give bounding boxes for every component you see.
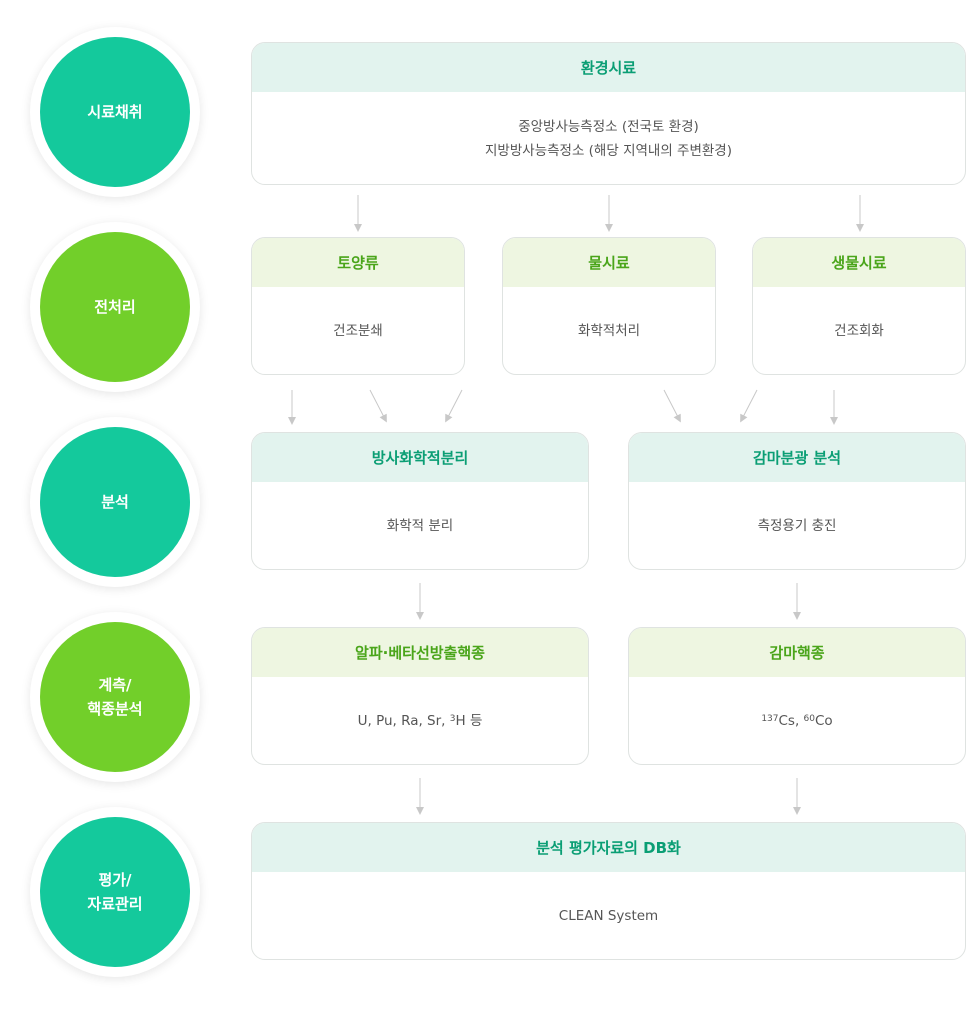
- step-pretreatment: 전처리: [30, 222, 200, 392]
- pretreatment-water-body: 화학적처리: [577, 323, 641, 339]
- step-sampling-label: 시료채취: [40, 37, 190, 187]
- step-sampling: 시료채취: [30, 27, 200, 197]
- analysis-radiochem-box: 방사화학적분리 화학적 분리: [251, 432, 589, 570]
- analysis-gamma-body: 측정용기 충진: [757, 518, 837, 534]
- sampling-line-local: 지방방사능측정소 (해당 지역내의 주변환경): [485, 142, 732, 159]
- arrow-soil-to-radiochem-2: [369, 389, 387, 423]
- analysis-radiochem-body: 화학적 분리: [386, 518, 454, 534]
- measurement-alpha-beta-title: 알파·베타선방출핵종: [252, 628, 588, 677]
- step-evaluation-label: 평가/ 자료관리: [40, 817, 190, 967]
- measurement-alpha-beta-box: 알파·베타선방출핵종 U, Pu, Ra, Sr, 3H 등: [251, 627, 589, 765]
- analysis-gamma-title: 감마분광 분석: [629, 433, 965, 482]
- sampling-title: 환경시료: [252, 43, 965, 92]
- alpha-beta-suffix: H 등: [455, 713, 483, 729]
- arrow-water-to-radiochem: [445, 389, 463, 423]
- pretreatment-water-box: 물시료 화학적처리: [502, 237, 716, 375]
- measurement-alpha-beta-body: U, Pu, Ra, Sr, 3H 등: [252, 677, 588, 764]
- analysis-radiochem-title: 방사화학적분리: [252, 433, 588, 482]
- tritium-mass-number: 3: [449, 714, 456, 724]
- step-analysis-label: 분석: [40, 427, 190, 577]
- step-measurement: 계측/ 핵종분석: [30, 612, 200, 782]
- pretreatment-soil-title: 토양류: [252, 238, 464, 287]
- co-mass-number: 60: [803, 714, 815, 724]
- sampling-body: 중앙방사능측정소 (전국토 환경) 지방방사능측정소 (해당 지역내의 주변환경…: [252, 92, 965, 184]
- step-evaluation: 평가/ 자료관리: [30, 807, 200, 977]
- cs-symbol: Cs,: [778, 713, 804, 729]
- pretreatment-bio-body: 건조회화: [834, 323, 884, 339]
- pretreatment-water-title: 물시료: [503, 238, 715, 287]
- pretreatment-bio-box: 생물시료 건조회화: [752, 237, 966, 375]
- alpha-beta-nuclides: U, Pu, Ra, Sr,: [357, 713, 450, 729]
- pretreatment-bio-title: 생물시료: [753, 238, 965, 287]
- evaluation-box: 분석 평가자료의 DB화 CLEAN System: [251, 822, 966, 960]
- cs-mass-number: 137: [761, 714, 779, 724]
- step-analysis: 분석: [30, 417, 200, 587]
- analysis-gamma-box: 감마분광 분석 측정용기 충진: [628, 432, 966, 570]
- evaluation-title: 분석 평가자료의 DB화: [252, 823, 965, 872]
- pretreatment-soil-body: 건조분쇄: [333, 323, 383, 339]
- pretreatment-soil-box: 토양류 건조분쇄: [251, 237, 465, 375]
- sampling-box: 환경시료 중앙방사능측정소 (전국토 환경) 지방방사능측정소 (해당 지역내의…: [251, 42, 966, 185]
- sampling-line-central: 중앙방사능측정소 (전국토 환경): [518, 118, 699, 135]
- step-pretreatment-label: 전처리: [40, 232, 190, 382]
- arrow-water-to-gamma: [663, 389, 681, 423]
- measurement-gamma-body: 137Cs, 60Co: [629, 677, 965, 764]
- measurement-gamma-box: 감마핵종 137Cs, 60Co: [628, 627, 966, 765]
- arrow-bio-to-gamma-1: [740, 389, 758, 423]
- evaluation-body: CLEAN System: [558, 908, 659, 924]
- measurement-gamma-title: 감마핵종: [629, 628, 965, 677]
- co-symbol: Co: [815, 713, 833, 729]
- step-measurement-label: 계측/ 핵종분석: [40, 622, 190, 772]
